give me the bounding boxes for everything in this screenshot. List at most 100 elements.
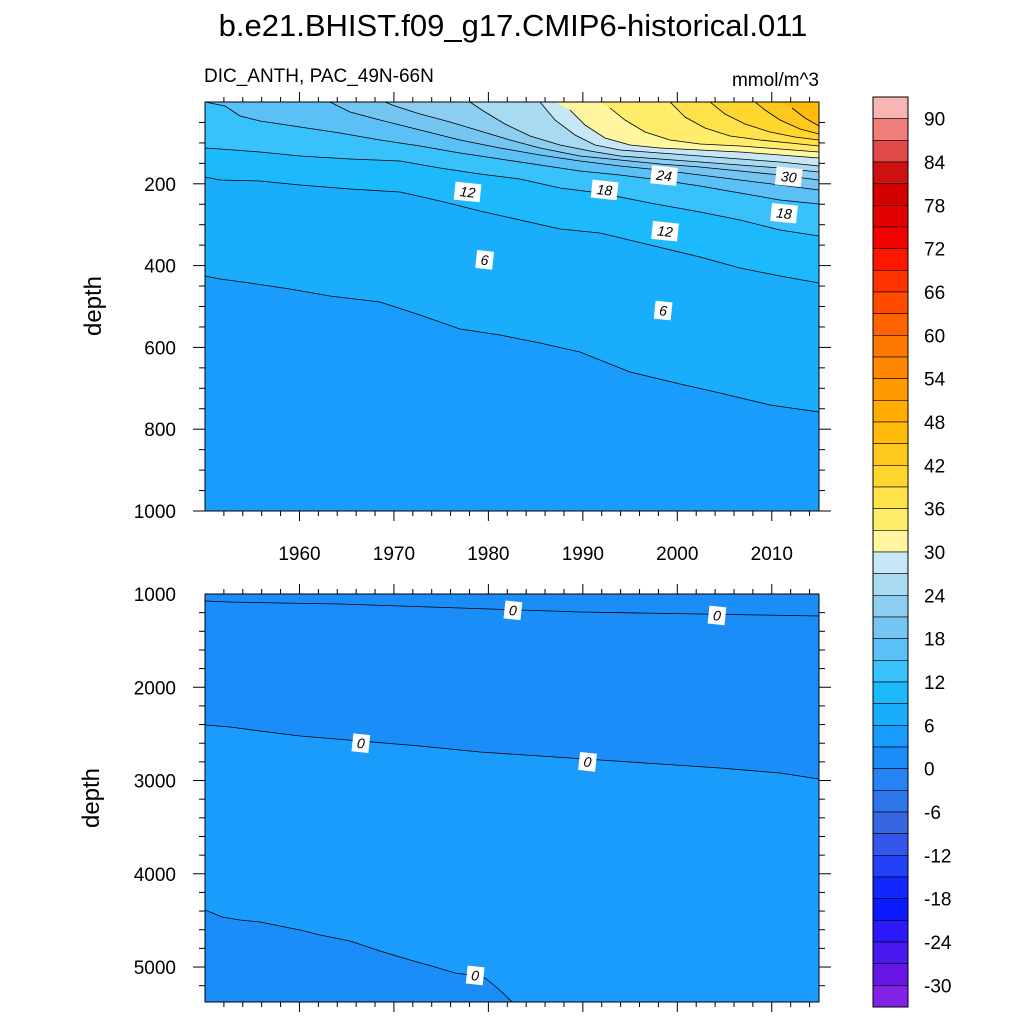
colorbar-label: 66: [924, 283, 945, 304]
colorbar-swatch: [872, 291, 909, 314]
colorbar-swatch: [872, 811, 909, 834]
contour-label-box: [707, 605, 727, 626]
colorbar-label: 84: [924, 153, 946, 174]
y-tick-label: 3000: [134, 772, 176, 793]
upper-contour-line: [754, 102, 819, 135]
colorbar-swatch: [872, 313, 909, 336]
upper-y-axis-label: depth: [80, 276, 107, 336]
y-tick-label: 1000: [134, 502, 176, 523]
contour-label: 0: [707, 605, 727, 626]
colorbar-swatch: [872, 183, 909, 206]
contour-label: 0: [351, 733, 371, 754]
y-tick-label: 4000: [134, 865, 176, 886]
lower-contour-line: [205, 909, 513, 1002]
contour-label-box: [475, 250, 495, 270]
lower-contour-fills: [205, 594, 819, 1002]
contour-label-box: [590, 179, 619, 201]
colorbar-swatch: [872, 573, 909, 596]
contour-label: 12: [453, 181, 482, 203]
colorbar-swatch: [872, 768, 909, 791]
colorbar-swatch: [872, 963, 909, 986]
colorbar-swatch: [872, 616, 909, 639]
colorbar-label: -24: [924, 933, 952, 954]
contour-label: 12: [651, 220, 679, 242]
colorbar-label: 6: [924, 716, 935, 737]
colorbar-label: 36: [924, 500, 945, 521]
x-tick-label: 1980: [467, 544, 509, 565]
contour-label-text: 30: [780, 168, 797, 186]
colorbar-swatch: [872, 920, 909, 943]
colorbar-swatch: [872, 855, 909, 878]
colorbar-swatch: [872, 595, 909, 618]
upper-contour-panel: 12 18 24 30 18 12 6 6 1960 1970 1980 1990 2000 2010 2…: [80, 92, 831, 565]
upper-contour-line: [791, 107, 819, 127]
colorbar-swatch: [872, 96, 909, 119]
contour-label: 30: [774, 166, 803, 188]
colorbar-swatch: [872, 551, 909, 574]
contour-label: 6: [475, 250, 495, 270]
colorbar-swatch: [872, 140, 909, 163]
upper-contour-line: [205, 102, 819, 205]
contour-label: 18: [770, 202, 798, 224]
x-tick-label: 2000: [656, 544, 698, 565]
upper-contour-labels: 12 18 24 30 18 12 6 6: [453, 165, 803, 321]
colorbar-label: 42: [924, 456, 945, 477]
y-tick-label: 400: [144, 257, 176, 278]
contour-label-box: [770, 202, 798, 224]
colorbar-swatch: [872, 530, 909, 553]
upper-contour-line: [205, 275, 819, 413]
colorbar-label: 18: [924, 630, 945, 651]
colorbar-swatch: [872, 465, 909, 488]
upper-contour-line: [669, 102, 819, 147]
upper-contour-lines: [205, 102, 819, 413]
contour-label-text: 18: [596, 181, 613, 199]
upper-contour-line: [205, 176, 819, 284]
colorbar-label: 0: [924, 760, 935, 781]
contour-label-text: 6: [658, 302, 668, 319]
contour-label-box: [653, 300, 673, 321]
contour-label-box: [351, 733, 371, 754]
colorbar-label: 48: [924, 413, 945, 434]
upper-contour-line: [384, 102, 819, 181]
lower-axis-ticks: 1000 2000 3000 4000 5000: [134, 584, 831, 1012]
upper-contour-line: [569, 109, 819, 159]
contour-label-text: 12: [656, 222, 673, 240]
y-tick-label: 5000: [134, 958, 176, 979]
lower-fill-minus3-to-0-mid: [205, 594, 819, 779]
contour-label-text: 12: [459, 183, 476, 201]
colorbar-label: 24: [924, 586, 946, 607]
x-tick-label: 1960: [278, 544, 320, 565]
colorbar-swatch: [872, 270, 909, 293]
y-tick-label: 200: [144, 175, 176, 196]
colorbar-label: -6: [924, 803, 941, 824]
contour-label-text: 0: [712, 607, 722, 624]
contour-label: 0: [465, 965, 485, 986]
subtitle-variable-region: DIC_ANTH, PAC_49N-66N: [204, 66, 434, 87]
colorbar-label: 54: [924, 370, 946, 391]
colorbar-swatch: [872, 378, 909, 401]
y-tick-label: 600: [144, 338, 176, 359]
upper-contour-line: [205, 147, 819, 237]
upper-contour-line: [469, 102, 819, 173]
x-tick-label: 2010: [751, 544, 793, 565]
colorbar-swatch: [872, 941, 909, 964]
contour-label-text: 0: [356, 735, 366, 752]
colorbar-swatch: [872, 725, 909, 748]
lower-panel-frame: [204, 593, 820, 1003]
colorbar-swatch: [872, 443, 909, 466]
contour-label-text: 24: [655, 167, 673, 185]
colorbar-swatch: [872, 681, 909, 704]
contour-label: 0: [578, 752, 597, 772]
lower-contour-line: [205, 724, 819, 780]
upper-axis-ticks: 1960 1970 1980 1990 2000 2010 200 400 600 800 1000: [134, 92, 831, 565]
figure-title: b.e21.BHIST.f09_g17.CMIP6-historical.011: [219, 8, 808, 43]
colorbar-label: 90: [924, 110, 945, 131]
contour-label-box: [651, 220, 679, 242]
colorbar-swatch: [872, 790, 909, 813]
subtitle-units: mmol/m^3: [732, 70, 819, 91]
lower-contour-labels: 0 0 0 0 0: [351, 600, 727, 986]
contour-label-box: [453, 181, 482, 203]
contour-label-box: [578, 752, 597, 772]
colorbar-swatch: [872, 486, 909, 509]
